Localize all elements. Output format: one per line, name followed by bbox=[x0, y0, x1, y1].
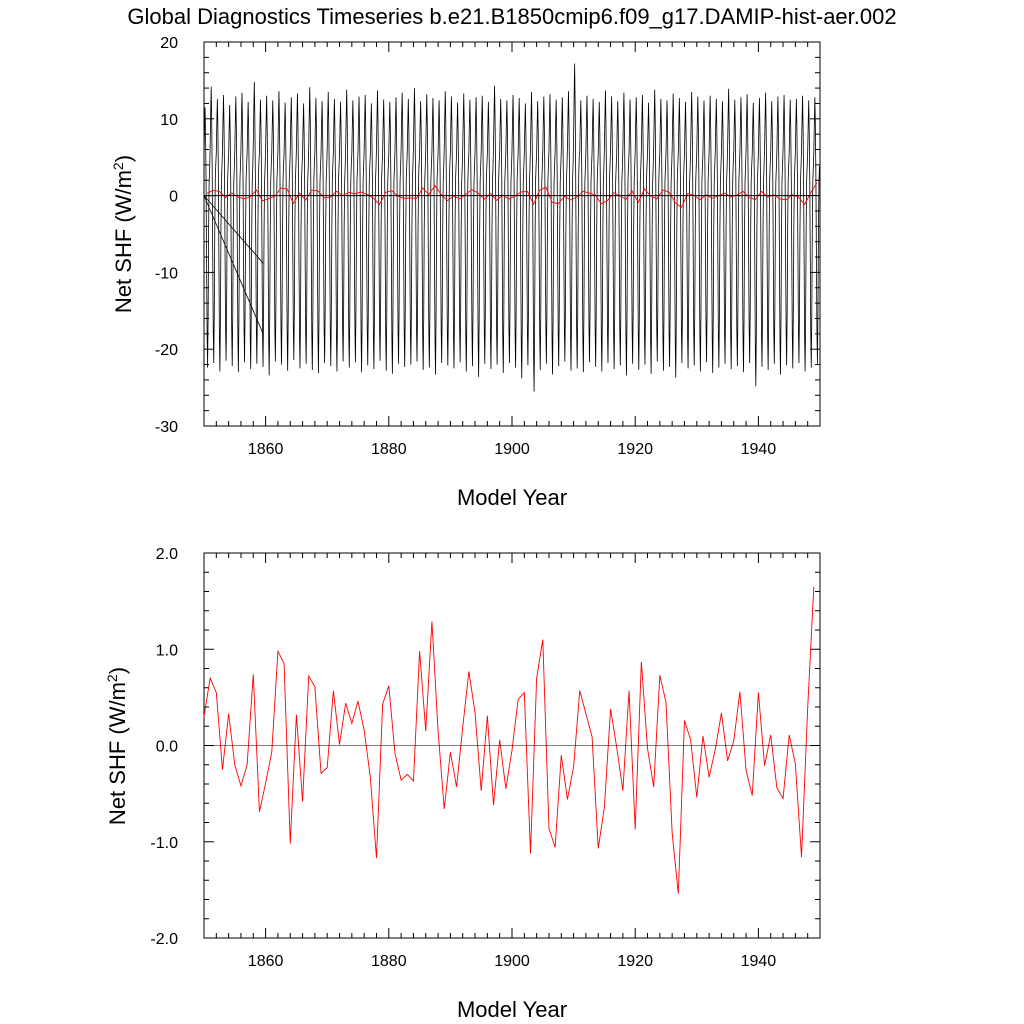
y-axis-label-close: ) bbox=[111, 155, 136, 162]
y-axis-ticks: -2.0 -1.0 0.0 1.0 2.0 bbox=[150, 546, 820, 948]
figure-title: Global Diagnostics Timeseries b.e21.B185… bbox=[127, 4, 896, 29]
x-tick-label: 1880 bbox=[371, 441, 407, 458]
plot-frame bbox=[203, 41, 821, 427]
x-tick-label: 1860 bbox=[248, 441, 284, 458]
y-axis-label-main: Net SHF (W/m bbox=[105, 682, 130, 825]
y-tick-label: 20 bbox=[160, 35, 178, 52]
x-axis-ticks: 1860 1880 1900 1920 1940 bbox=[215, 42, 809, 458]
annual-mean-line bbox=[203, 586, 815, 894]
y-axis-label: Net SHF (W/m2) bbox=[110, 155, 136, 313]
panel-monthly: 1860 1880 1900 1920 1940 -30 -20 -10 0 10 20 Mode… bbox=[110, 35, 821, 510]
x-tick-label: 1920 bbox=[617, 953, 653, 970]
y-tick-label: -10 bbox=[155, 265, 178, 282]
y-tick-label: 0.0 bbox=[156, 739, 178, 756]
y-axis-label-main: Net SHF (W/m bbox=[111, 170, 136, 313]
diagonal-artifact-line bbox=[203, 195, 264, 334]
y-axis-label-sup: 2 bbox=[104, 674, 120, 682]
monthly-series-line bbox=[203, 63, 820, 392]
y-tick-label: -30 bbox=[155, 419, 178, 436]
diagonal-artifact-line bbox=[203, 195, 264, 264]
annual-mean-line bbox=[206, 182, 818, 209]
x-tick-label: 1940 bbox=[741, 441, 777, 458]
x-tick-label: 1880 bbox=[371, 953, 407, 970]
x-tick-label: 1860 bbox=[248, 953, 284, 970]
x-tick-label: 1900 bbox=[494, 953, 530, 970]
x-tick-label: 1940 bbox=[741, 953, 777, 970]
y-axis-label-close: ) bbox=[105, 667, 130, 674]
y-tick-label: 1.0 bbox=[156, 642, 178, 659]
panel-annual: 1860 1880 1900 1920 1940 -2.0 -1.0 0.0 1.0 2.0 M… bbox=[104, 546, 821, 1022]
y-axis-label-sup: 2 bbox=[110, 162, 126, 170]
y-tick-label: -1.0 bbox=[150, 835, 178, 852]
x-tick-label: 1920 bbox=[617, 441, 653, 458]
x-axis-label: Model Year bbox=[457, 485, 567, 510]
y-tick-label: -20 bbox=[155, 342, 178, 359]
y-axis-label: Net SHF (W/m2) bbox=[104, 667, 130, 825]
y-tick-label: -2.0 bbox=[150, 931, 178, 948]
data-layer bbox=[203, 63, 820, 392]
data-layer bbox=[203, 586, 820, 894]
y-tick-label: 2.0 bbox=[156, 546, 178, 563]
x-axis-ticks: 1860 1880 1900 1920 1940 bbox=[215, 553, 809, 970]
y-tick-label: 10 bbox=[160, 112, 178, 129]
x-tick-label: 1900 bbox=[494, 441, 530, 458]
x-axis-label: Model Year bbox=[457, 997, 567, 1022]
y-tick-label: 0 bbox=[169, 189, 178, 206]
